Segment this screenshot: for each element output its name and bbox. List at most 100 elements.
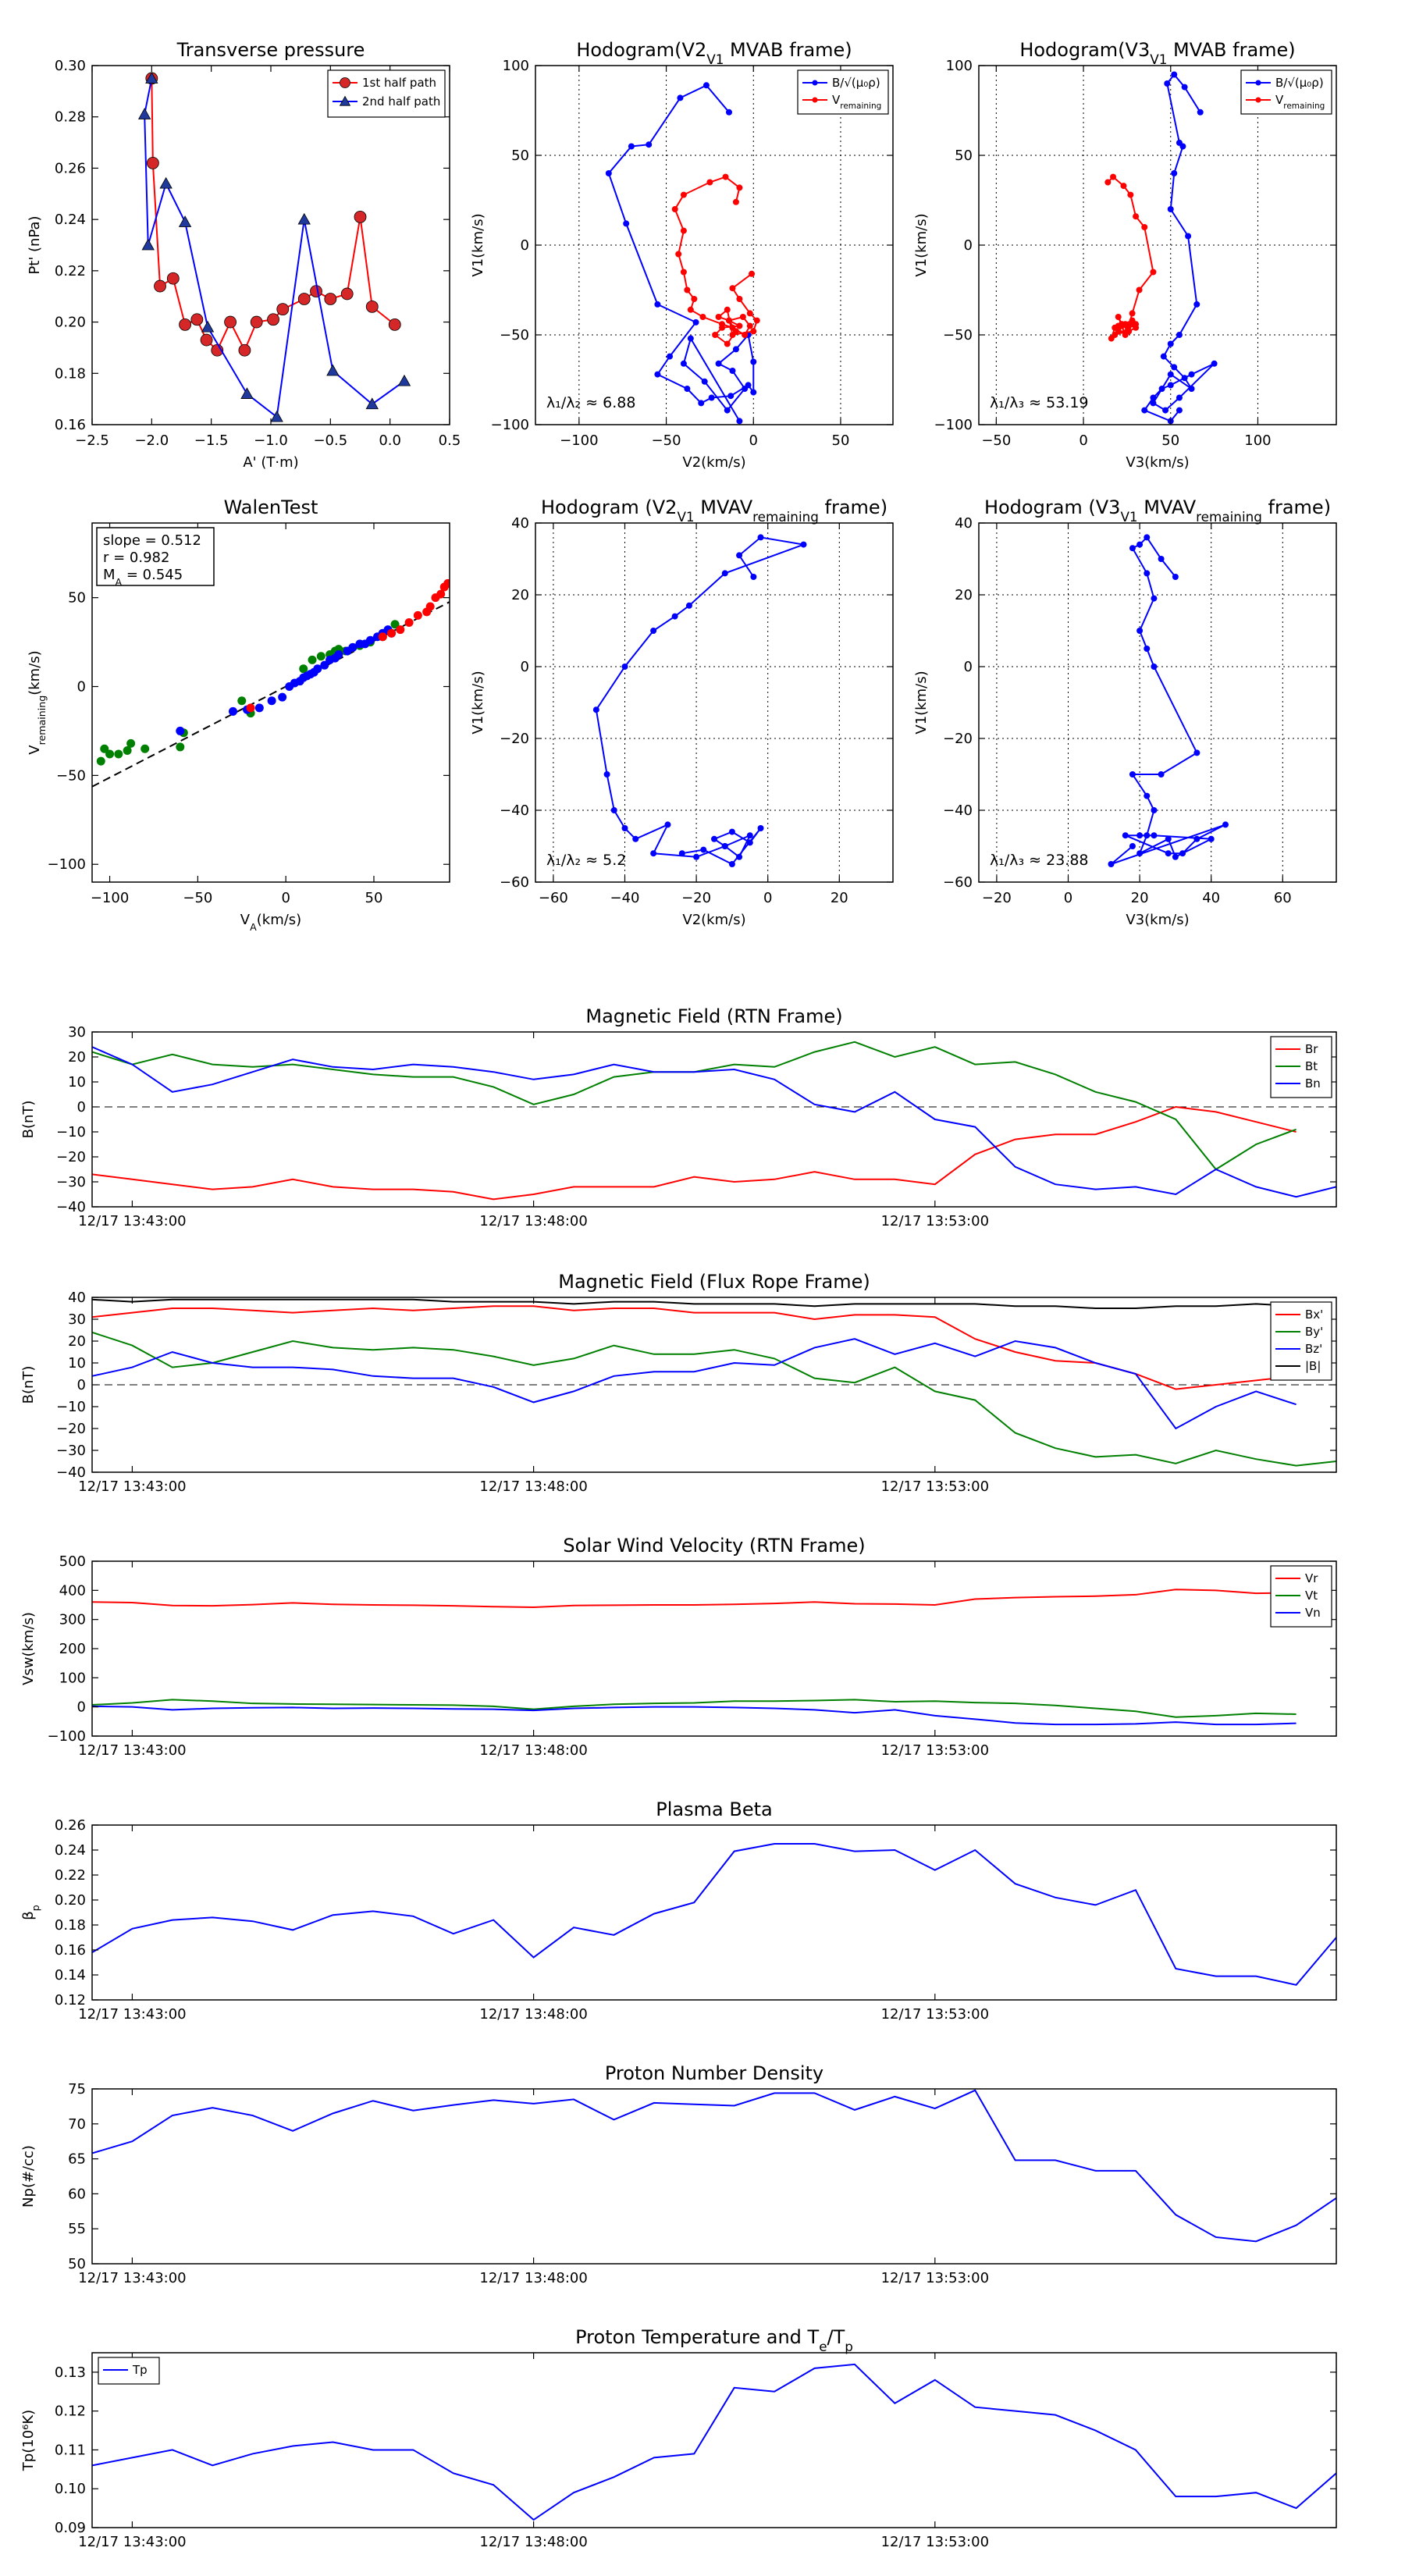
data-point bbox=[684, 286, 691, 294]
data-point bbox=[742, 332, 749, 338]
data-point bbox=[664, 821, 671, 828]
data-point bbox=[654, 371, 661, 378]
data-point bbox=[739, 314, 746, 320]
data-point bbox=[176, 726, 185, 735]
legend-label: Br bbox=[1305, 1042, 1318, 1056]
y-tick-label: −50 bbox=[56, 767, 86, 784]
data-point bbox=[750, 328, 757, 335]
data-point bbox=[1136, 541, 1144, 548]
y-tick-label: 0.24 bbox=[55, 1842, 86, 1859]
y-tick-label: 40 bbox=[955, 515, 973, 532]
x-tick-label: 12/17 13:48:00 bbox=[479, 2534, 587, 2550]
x-tick-label: 50 bbox=[1161, 432, 1179, 449]
x-tick-label: −1.5 bbox=[194, 432, 229, 449]
data-point bbox=[750, 389, 757, 396]
y-tick-label: 20 bbox=[68, 1333, 86, 1350]
y-tick-label: 0.20 bbox=[55, 1892, 86, 1909]
series-line-Vn bbox=[92, 1705, 1297, 1726]
data-point bbox=[610, 807, 617, 813]
x-tick-label: 12/17 13:43:00 bbox=[78, 2006, 186, 2023]
data-point bbox=[1127, 191, 1134, 198]
y-tick-label: −20 bbox=[56, 1421, 86, 1437]
data-point bbox=[250, 315, 263, 329]
chart-title: Proton Temperature and Te/Tp bbox=[575, 2326, 853, 2354]
chart-proton-number-density: Proton Number Density 12/17 13:43:00 12/17… bbox=[20, 2062, 1337, 2286]
data-point bbox=[1167, 382, 1174, 389]
ratio-annotation: λ₁/λ₂ ≈ 6.88 bbox=[546, 394, 635, 411]
y-axis-label: V1(km/s) bbox=[470, 213, 486, 276]
data-point bbox=[146, 156, 159, 169]
data-point bbox=[621, 825, 628, 831]
data-point bbox=[278, 692, 287, 702]
chart-title: Magnetic Field (Flux Rope Frame) bbox=[558, 1271, 870, 1293]
y-tick-label: 0 bbox=[77, 1099, 86, 1115]
ratio-annotation: λ₁/λ₂ ≈ 5.2 bbox=[546, 852, 626, 869]
data-point bbox=[1193, 749, 1200, 756]
legend-label: Bn bbox=[1305, 1076, 1321, 1091]
data-point bbox=[141, 238, 155, 251]
data-point bbox=[1193, 301, 1200, 308]
data-point bbox=[1179, 850, 1186, 857]
chart-title: WalenTest bbox=[224, 496, 318, 518]
x-axis-label: A' (T·m) bbox=[243, 454, 298, 471]
data-point bbox=[313, 664, 322, 674]
data-point bbox=[436, 589, 446, 599]
x-tick-label: −2.0 bbox=[134, 432, 169, 449]
legend-label: Vremaining bbox=[1275, 93, 1325, 111]
y-tick-label: 10 bbox=[68, 1355, 86, 1372]
plot-area bbox=[92, 578, 450, 788]
plot-area bbox=[137, 72, 411, 422]
y-tick-label: 0.26 bbox=[55, 160, 86, 176]
y-tick-label: 50 bbox=[68, 2256, 86, 2272]
x-tick-label: 50 bbox=[832, 432, 850, 449]
data-point bbox=[757, 534, 764, 541]
chart-title: Solar Wind Velocity (RTN Frame) bbox=[563, 1535, 865, 1557]
data-point bbox=[123, 745, 132, 755]
data-point bbox=[1158, 556, 1165, 562]
data-point bbox=[1129, 771, 1136, 777]
data-point bbox=[254, 703, 264, 713]
y-tick-label: −60 bbox=[500, 874, 529, 891]
legend-frame bbox=[327, 69, 446, 118]
stats-frame bbox=[96, 527, 215, 586]
data-point bbox=[1176, 407, 1183, 414]
data-point bbox=[1185, 233, 1192, 240]
x-tick-label: 60 bbox=[1274, 890, 1292, 906]
legend-label: B/√(μ₀ρ) bbox=[1275, 76, 1324, 90]
data-point bbox=[1150, 400, 1157, 407]
y-tick-label: −30 bbox=[56, 1174, 86, 1190]
legend-label: B/√(μ₀ρ) bbox=[832, 76, 880, 90]
y-tick-label: −30 bbox=[56, 1443, 86, 1459]
data-point bbox=[1108, 335, 1115, 342]
chart-transverse-pressure: Transverse pressure −2.5 −2.0 −1.5 −1.0 −0.5 0… bbox=[27, 39, 461, 471]
y-tick-label: 0.12 bbox=[55, 2403, 86, 2420]
data-point bbox=[667, 353, 674, 360]
y-tick-label: 0.11 bbox=[55, 2442, 86, 2458]
legend-label: Vn bbox=[1305, 1606, 1321, 1620]
y-axis-label: V1(km/s) bbox=[913, 671, 930, 734]
x-tick-label: −40 bbox=[610, 890, 640, 906]
data-point bbox=[1141, 224, 1148, 230]
x-tick-label: 0.0 bbox=[379, 432, 401, 449]
data-point bbox=[299, 664, 308, 674]
data-point bbox=[732, 198, 739, 205]
data-point bbox=[746, 322, 753, 329]
data-point bbox=[671, 206, 678, 212]
x-tick-label: 12/17 13:43:00 bbox=[78, 1478, 186, 1495]
data-point bbox=[728, 828, 735, 835]
data-point bbox=[1193, 835, 1200, 842]
chart-title: Plasma Beta bbox=[656, 1799, 772, 1820]
y-tick-label: −10 bbox=[56, 1399, 86, 1415]
y-tick-label: 0.18 bbox=[55, 1917, 86, 1934]
x-tick-label: 12/17 13:43:00 bbox=[78, 1213, 186, 1229]
data-point bbox=[326, 364, 340, 376]
data-point bbox=[276, 303, 290, 316]
data-point bbox=[1222, 821, 1229, 828]
chart-hodogram-v3-v1-mvab: Hodogram(V3V1 MVAB frame) −50 0 50 100 −100 −5… bbox=[913, 39, 1337, 471]
data-point bbox=[1171, 71, 1178, 78]
data-point bbox=[200, 333, 213, 347]
data-point bbox=[1144, 534, 1151, 541]
x-tick-label: −2.5 bbox=[75, 432, 109, 449]
y-tick-label: 0 bbox=[521, 659, 529, 675]
series-line-Vt bbox=[92, 1699, 1297, 1718]
